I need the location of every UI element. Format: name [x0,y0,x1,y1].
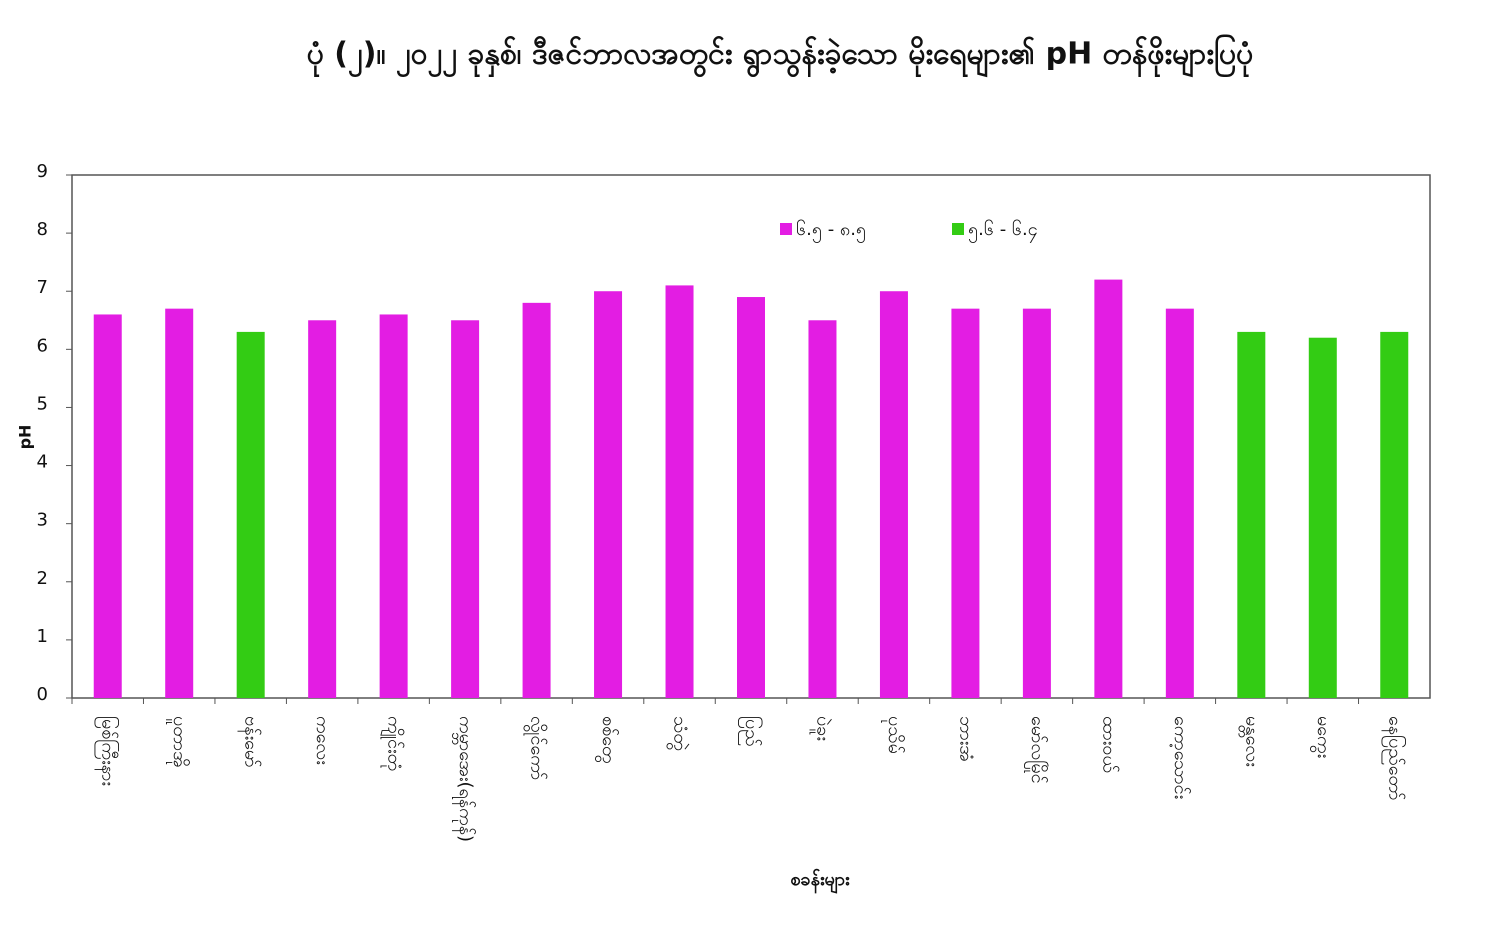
x-tick-label: မော်လမြိုင် [1024,716,1049,784]
bar [236,331,265,698]
x-tick-label: မြစ်ကြီးနား [95,716,120,786]
bar [951,308,980,698]
x-tick-label: ပဲခူး [809,716,833,741]
bar [737,297,765,698]
x-tick-label: ပူတာအို [166,716,190,768]
x-tick-label: ကော့သောင်း [1169,716,1191,799]
x-tick-label: သံတွဲ [667,716,691,751]
bar [379,314,408,698]
bar [594,291,623,698]
x-tick-label: ထားဝယ် [1098,716,1119,773]
bar [165,308,194,698]
y-tick-label: 2 [37,568,48,589]
legend-swatch [780,223,792,235]
x-tick-label: နေပြည်တော် [1381,716,1406,800]
y-tick-label: 3 [37,510,48,531]
y-tick-label: 0 [37,684,48,705]
bar [522,302,551,698]
x-tick-label: မန္တလေး [1238,716,1262,767]
bar [808,320,837,698]
bar [93,314,122,698]
bar [1380,331,1409,698]
legend-swatch [952,223,964,235]
y-tick-label: 7 [37,277,48,298]
y-tick-label: 4 [37,452,48,473]
y-tick-label: 9 [37,161,48,182]
x-tick-label: ပြည် [738,716,763,747]
bar [1165,308,1194,698]
y-tick-label: 1 [37,626,48,647]
chart-title: ပုံ (၂)။ ၂၀၂၂ ခုနှစ်၊ ဒီဇင်ဘာလအတွင်း ရွာ… [307,34,1254,79]
x-tick-label: လွိုင်ကော် [524,716,548,780]
x-tick-label: ဗန်းမော် [238,716,262,768]
x-tick-label: မကွေး [1310,716,1334,758]
bar [879,291,908,698]
y-tick-label: 6 [37,335,48,356]
x-tick-label: ကမ္ဘာအေး(ရန်ကုန်) [452,716,476,842]
bar [665,285,694,698]
bar [1237,331,1266,698]
legend-label: ၆.၅ - ၈.၅ [796,219,866,243]
y-tick-label: 8 [37,219,48,240]
x-tick-label: စစ်တွေ [595,716,619,764]
bar [1094,279,1123,698]
bar [1022,308,1051,698]
bar [451,320,480,698]
y-axis-label: pH [16,425,35,450]
x-axis-label: စခန်းများ [790,868,850,894]
x-tick-label: ကလေး [312,716,333,765]
x-tick-label: ကျိုင်းတုံ [381,716,405,771]
x-tick-label: ပုသိမ် [881,716,905,754]
legend-label: ၅.၆ - ၆.၄ [968,219,1038,243]
bar [1308,337,1337,698]
x-tick-label: ဘားအံ [955,716,976,762]
y-tick-label: 5 [37,393,48,414]
bar [308,320,337,698]
